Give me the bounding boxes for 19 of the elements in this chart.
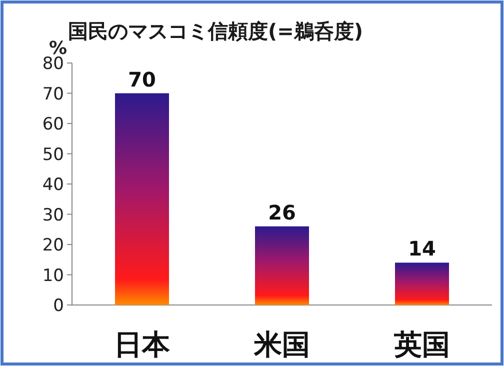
bar [115, 93, 169, 305]
y-tick-label: 60 [42, 114, 64, 134]
y-tick-label: 20 [42, 236, 64, 256]
y-tick-label: 40 [42, 175, 64, 195]
y-tick-label: 70 [42, 84, 64, 104]
data-label: 26 [268, 200, 296, 224]
chart-title: 国民のマスコミ信頼度(=鵜呑度) [68, 19, 364, 43]
x-tick-label: 英国 [393, 328, 450, 361]
data-label: 14 [408, 236, 436, 261]
bar [255, 226, 309, 305]
x-tick-label: 米国 [253, 328, 310, 361]
y-tick-label: 10 [42, 266, 64, 286]
y-tick-label: 80 [42, 54, 64, 74]
data-label: 70 [128, 67, 156, 92]
y-tick-label: 50 [42, 144, 64, 165]
x-tick-label: 日本 [114, 328, 171, 361]
y-tick-label: 30 [42, 205, 64, 226]
y-tick-label: 0 [53, 296, 64, 316]
bar [395, 262, 449, 305]
